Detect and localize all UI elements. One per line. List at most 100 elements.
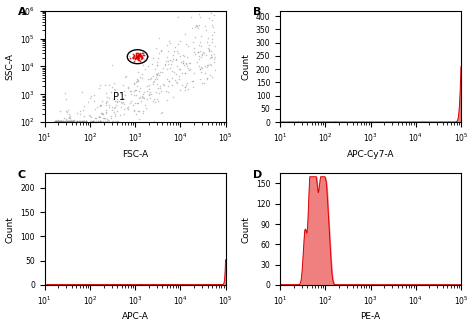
Point <box>202 52 210 58</box>
Point <box>158 70 165 75</box>
Point <box>110 106 118 111</box>
Point <box>66 118 74 123</box>
Point <box>124 85 132 91</box>
Point <box>204 45 212 51</box>
Point <box>147 92 155 97</box>
Point <box>139 111 146 116</box>
Point <box>171 49 178 54</box>
Point <box>75 118 83 123</box>
Point <box>185 60 193 65</box>
Point <box>55 118 63 123</box>
Point <box>124 84 132 89</box>
Point <box>52 118 59 123</box>
Point <box>131 55 139 60</box>
Point <box>210 60 218 65</box>
Point <box>59 118 67 123</box>
Point <box>135 116 143 122</box>
Point <box>196 53 203 58</box>
Point <box>95 114 103 119</box>
Point <box>96 82 103 87</box>
Point <box>132 112 139 117</box>
Point <box>150 98 157 104</box>
Text: B: B <box>253 8 262 17</box>
Point <box>130 107 138 112</box>
Point <box>197 69 205 74</box>
Point <box>210 12 218 17</box>
Point <box>158 110 165 115</box>
Text: A: A <box>18 8 26 17</box>
Point <box>111 118 118 123</box>
Point <box>176 38 184 43</box>
Point <box>137 98 145 103</box>
Point <box>57 118 65 123</box>
Point <box>73 118 80 123</box>
Point <box>52 118 60 123</box>
Point <box>193 60 201 65</box>
Text: C: C <box>18 170 26 180</box>
Point <box>137 54 144 59</box>
Point <box>166 65 173 70</box>
Point <box>163 58 170 63</box>
Point <box>194 49 202 55</box>
Point <box>130 54 137 60</box>
Point <box>170 69 178 75</box>
Point <box>92 118 100 123</box>
Point <box>82 118 90 123</box>
Point <box>153 63 161 68</box>
Point <box>123 106 131 111</box>
Point <box>183 54 191 60</box>
Point <box>204 62 212 67</box>
Point <box>66 118 73 123</box>
Point <box>78 118 86 123</box>
Point <box>73 118 80 123</box>
Point <box>134 54 142 59</box>
Point <box>104 117 111 123</box>
Point <box>134 55 142 60</box>
Point <box>64 118 72 123</box>
Point <box>134 58 141 63</box>
Point <box>62 118 70 123</box>
Point <box>86 118 94 123</box>
Text: D: D <box>253 170 262 180</box>
Point <box>188 25 196 30</box>
Point <box>56 118 64 123</box>
Point <box>101 82 109 87</box>
Point <box>177 60 184 65</box>
Point <box>190 40 197 45</box>
Point <box>180 60 187 65</box>
Point <box>63 116 70 122</box>
Point <box>81 118 88 123</box>
Point <box>144 96 151 101</box>
Point <box>184 65 191 71</box>
Point <box>109 118 117 123</box>
Point <box>135 55 142 60</box>
Point <box>173 63 181 69</box>
Point <box>130 92 137 97</box>
Point <box>52 118 59 123</box>
Point <box>146 83 153 88</box>
Point <box>176 66 183 71</box>
Point <box>64 118 72 123</box>
Point <box>71 117 78 122</box>
Point <box>145 92 153 97</box>
Point <box>195 42 203 47</box>
Point <box>127 99 135 104</box>
Point <box>199 53 206 58</box>
Point <box>73 118 81 123</box>
Point <box>178 82 185 87</box>
Point <box>146 90 154 95</box>
Point <box>108 118 116 123</box>
Point <box>105 102 113 107</box>
Point <box>207 73 214 78</box>
Point <box>197 65 204 70</box>
Point <box>103 95 110 100</box>
Point <box>84 100 92 105</box>
Point <box>55 118 62 123</box>
Point <box>65 118 73 123</box>
Point <box>70 118 77 123</box>
Point <box>137 53 145 58</box>
Point <box>198 51 205 56</box>
Point <box>153 77 160 82</box>
Point <box>150 118 158 123</box>
Point <box>182 87 189 93</box>
